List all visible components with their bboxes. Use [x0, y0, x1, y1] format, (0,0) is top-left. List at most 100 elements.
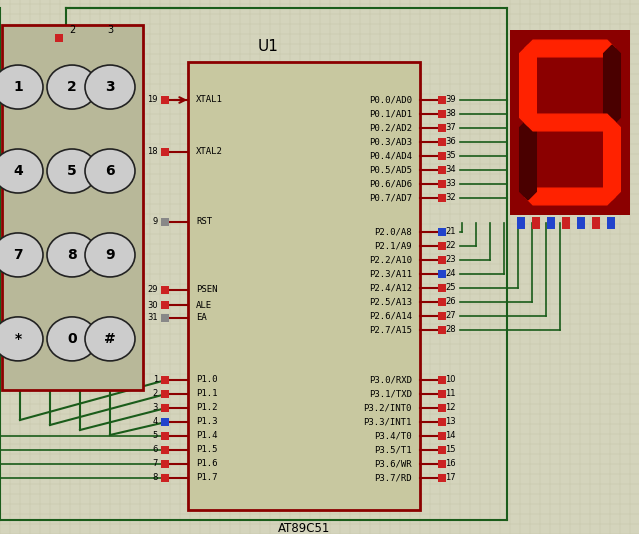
Text: P0.4/AD4: P0.4/AD4	[369, 152, 412, 161]
Text: 19: 19	[148, 96, 158, 105]
Text: P1.2: P1.2	[196, 404, 217, 412]
Ellipse shape	[0, 65, 43, 109]
Ellipse shape	[0, 149, 43, 193]
Text: P2.7/A15: P2.7/A15	[369, 326, 412, 334]
Text: 23: 23	[445, 255, 456, 264]
Text: U1: U1	[258, 39, 279, 54]
Bar	[188, 62, 420, 510]
Bar	[438, 124, 446, 132]
Ellipse shape	[85, 317, 135, 361]
Text: 24: 24	[445, 270, 456, 279]
Bar	[438, 138, 446, 146]
Text: XTAL1: XTAL1	[196, 96, 223, 105]
Polygon shape	[525, 188, 615, 205]
Bar	[161, 314, 169, 322]
Text: 18: 18	[148, 147, 158, 156]
Ellipse shape	[0, 233, 43, 277]
Bar	[161, 418, 169, 426]
Text: P0.1/AD1: P0.1/AD1	[369, 109, 412, 119]
Text: P3.6/WR: P3.6/WR	[374, 459, 412, 468]
Text: P0.3/AD3: P0.3/AD3	[369, 137, 412, 146]
Text: P2.0/A8: P2.0/A8	[374, 227, 412, 237]
Text: 13: 13	[445, 418, 456, 427]
Bar	[438, 376, 446, 384]
Text: 9: 9	[153, 217, 158, 226]
Bar	[161, 286, 169, 294]
Text: 8: 8	[67, 248, 77, 262]
Text: 35: 35	[445, 152, 456, 161]
Polygon shape	[525, 40, 615, 57]
Bar	[532, 217, 539, 229]
Bar	[438, 270, 446, 278]
Text: P3.5/T1: P3.5/T1	[374, 445, 412, 454]
Bar	[438, 312, 446, 320]
Text: 39: 39	[445, 96, 456, 105]
Bar	[592, 217, 599, 229]
Text: XTAL2: XTAL2	[196, 147, 223, 156]
Text: P1.5: P1.5	[196, 445, 217, 454]
Bar	[438, 460, 446, 468]
Bar	[510, 30, 630, 215]
Text: 7: 7	[153, 459, 158, 468]
Bar	[438, 228, 446, 236]
Text: 0: 0	[67, 332, 77, 346]
Text: P1.6: P1.6	[196, 459, 217, 468]
Text: 9: 9	[105, 248, 115, 262]
Text: 33: 33	[445, 179, 456, 189]
Ellipse shape	[85, 233, 135, 277]
Bar	[546, 217, 555, 229]
Bar	[161, 390, 169, 398]
Text: 11: 11	[445, 389, 456, 398]
Text: P2.5/A13: P2.5/A13	[369, 297, 412, 307]
Text: 28: 28	[445, 326, 456, 334]
Text: AT89C51: AT89C51	[278, 522, 330, 534]
Bar	[606, 217, 615, 229]
Text: 3: 3	[153, 404, 158, 412]
Text: P2.2/A10: P2.2/A10	[369, 255, 412, 264]
Text: PSEN: PSEN	[196, 286, 217, 294]
Text: 8: 8	[153, 474, 158, 483]
Text: 1: 1	[153, 375, 158, 384]
Bar	[438, 326, 446, 334]
Text: P1.0: P1.0	[196, 375, 217, 384]
Text: 17: 17	[445, 474, 456, 483]
Bar	[161, 446, 169, 454]
Bar	[516, 217, 525, 229]
Text: 2: 2	[153, 389, 158, 398]
Text: #: #	[104, 332, 116, 346]
Text: 6: 6	[153, 445, 158, 454]
Text: EA: EA	[196, 313, 207, 323]
Text: P2.3/A11: P2.3/A11	[369, 270, 412, 279]
Text: 30: 30	[148, 301, 158, 310]
Bar	[438, 446, 446, 454]
Bar	[562, 217, 569, 229]
Bar	[161, 432, 169, 440]
Text: P3.7/RD: P3.7/RD	[374, 474, 412, 483]
Text: P0.2/AD2: P0.2/AD2	[369, 123, 412, 132]
Text: P1.7: P1.7	[196, 474, 217, 483]
Bar	[161, 460, 169, 468]
Bar	[161, 474, 169, 482]
Polygon shape	[604, 45, 620, 126]
Bar	[576, 217, 585, 229]
Text: 3: 3	[107, 25, 113, 35]
Text: 6: 6	[105, 164, 115, 178]
Text: P0.7/AD7: P0.7/AD7	[369, 193, 412, 202]
Bar	[438, 242, 446, 250]
Text: P1.3: P1.3	[196, 418, 217, 427]
Bar	[438, 152, 446, 160]
Text: P0.5/AD5: P0.5/AD5	[369, 166, 412, 175]
Text: 15: 15	[445, 445, 456, 454]
Text: 5: 5	[67, 164, 77, 178]
Text: 26: 26	[445, 297, 456, 307]
Bar	[438, 110, 446, 118]
Text: P2.6/A14: P2.6/A14	[369, 311, 412, 320]
Bar	[438, 284, 446, 292]
Bar	[438, 180, 446, 188]
Text: 31: 31	[148, 313, 158, 323]
Ellipse shape	[85, 65, 135, 109]
Bar	[438, 432, 446, 440]
Bar	[161, 148, 169, 156]
Text: 14: 14	[445, 431, 456, 441]
Text: 21: 21	[445, 227, 456, 237]
